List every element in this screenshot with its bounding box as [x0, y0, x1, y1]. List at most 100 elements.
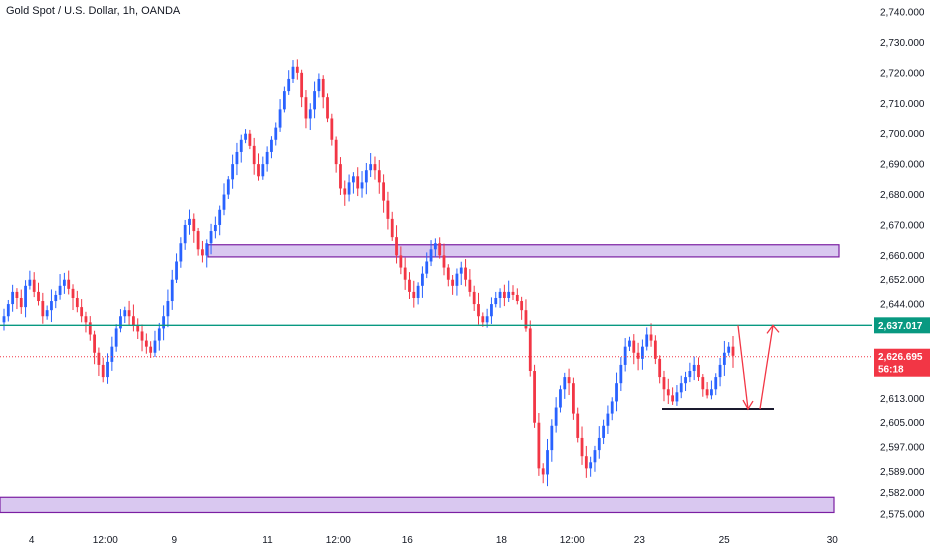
candle-body — [144, 340, 148, 347]
candle-body — [451, 279, 455, 286]
candle-body — [6, 304, 10, 317]
candle-body — [619, 364, 623, 384]
candle-body — [19, 297, 23, 308]
candle-body — [295, 66, 299, 73]
candle-body — [658, 358, 662, 378]
candle-body — [511, 291, 515, 295]
candle-body — [313, 91, 316, 110]
candle-body — [481, 316, 485, 323]
x-tick-label: 16 — [402, 535, 414, 546]
x-tick-label: 30 — [827, 535, 839, 546]
candle-body — [334, 139, 338, 165]
candle-body — [209, 231, 213, 244]
candle-body — [252, 145, 256, 165]
candle-body — [149, 346, 153, 353]
candle-body — [438, 243, 442, 256]
candle-body — [395, 237, 398, 256]
candle-body — [649, 334, 653, 341]
candle-body — [399, 255, 403, 268]
candle-body — [688, 371, 692, 378]
candle-body — [408, 279, 411, 292]
candle-body — [360, 182, 364, 189]
candle-body — [490, 304, 493, 317]
arrowhead-up — [766, 324, 780, 334]
candle-body — [494, 297, 498, 305]
candle-body — [429, 249, 433, 262]
candle-body — [58, 285, 62, 295]
candle-body — [597, 437, 601, 451]
candle-body — [101, 364, 105, 378]
candles-layer — [2, 59, 735, 487]
candle-body — [502, 291, 506, 298]
candle-body — [632, 340, 636, 353]
candle-body — [300, 72, 304, 98]
candle-body — [515, 294, 519, 302]
candle-body — [24, 285, 27, 308]
candle-body — [326, 97, 329, 119]
projection-arrow-down — [737, 325, 749, 410]
key-level-badge — [874, 317, 930, 334]
candle-body — [235, 151, 239, 165]
chart-title: Gold Spot / U.S. Dollar, 1h, OANDA — [6, 5, 181, 17]
candle-body — [175, 261, 178, 280]
candle-body — [157, 328, 161, 341]
arrowhead-down — [742, 399, 754, 411]
candle-body — [403, 267, 407, 280]
candle-body — [170, 279, 174, 302]
candle-body — [714, 377, 718, 390]
candle-body — [248, 133, 252, 146]
candle-body — [567, 377, 571, 384]
candle-countdown-label: 56:18 — [878, 365, 904, 376]
candle-body — [641, 346, 644, 359]
x-tick-label: 11 — [262, 535, 273, 546]
candle-body — [54, 294, 58, 302]
candle-body — [201, 249, 204, 256]
candle-body — [196, 231, 200, 250]
candle-body — [37, 291, 40, 302]
candle-body — [32, 279, 36, 292]
candle-body — [459, 267, 463, 274]
y-tick-label: 2,597.000 — [880, 443, 925, 454]
candle-body — [28, 279, 32, 286]
candle-body — [62, 279, 66, 286]
candle-body — [308, 109, 312, 119]
candle-body — [119, 316, 122, 329]
y-tick-label: 2,690.000 — [880, 160, 925, 171]
candle-body — [485, 316, 489, 323]
candle-body — [114, 328, 118, 347]
candle-body — [571, 383, 575, 414]
y-tick-label: 2,652.000 — [880, 275, 925, 286]
y-tick-label: 2,582.000 — [880, 488, 925, 499]
candle-body — [97, 352, 101, 365]
candle-body — [537, 422, 541, 469]
candle-body — [559, 389, 562, 408]
x-tick-label: 12:00 — [560, 535, 585, 546]
candle-body — [352, 176, 355, 183]
x-tick-label: 12:00 — [93, 535, 118, 546]
current-price-badge — [874, 348, 930, 377]
candle-body — [507, 291, 511, 298]
candle-body — [589, 462, 593, 469]
candle-body — [291, 66, 295, 79]
candle-body — [684, 377, 687, 384]
candle-body — [127, 310, 131, 317]
candle-body — [231, 164, 235, 180]
y-tick-label: 2,644.000 — [880, 300, 925, 311]
candle-body — [179, 243, 183, 262]
candle-body — [697, 364, 700, 378]
y-tick-label: 2,720.000 — [880, 68, 925, 79]
x-tick-label: 12:00 — [326, 535, 351, 546]
time-axis: 4 12:00 9 11 12:00 16 18 12:00 23 25 30 — [29, 535, 838, 546]
candle-body — [464, 267, 467, 280]
candle-body — [356, 176, 360, 189]
key-level-label: 2,637.017 — [878, 321, 923, 332]
candle-body — [477, 304, 480, 317]
y-tick-label: 2,670.000 — [880, 220, 925, 231]
candle-body — [261, 164, 265, 177]
y-tick-label: 2,740.000 — [880, 8, 925, 19]
candle-body — [498, 291, 502, 298]
candle-body — [692, 364, 696, 372]
candle-body — [653, 340, 657, 359]
candle-body — [412, 291, 416, 298]
